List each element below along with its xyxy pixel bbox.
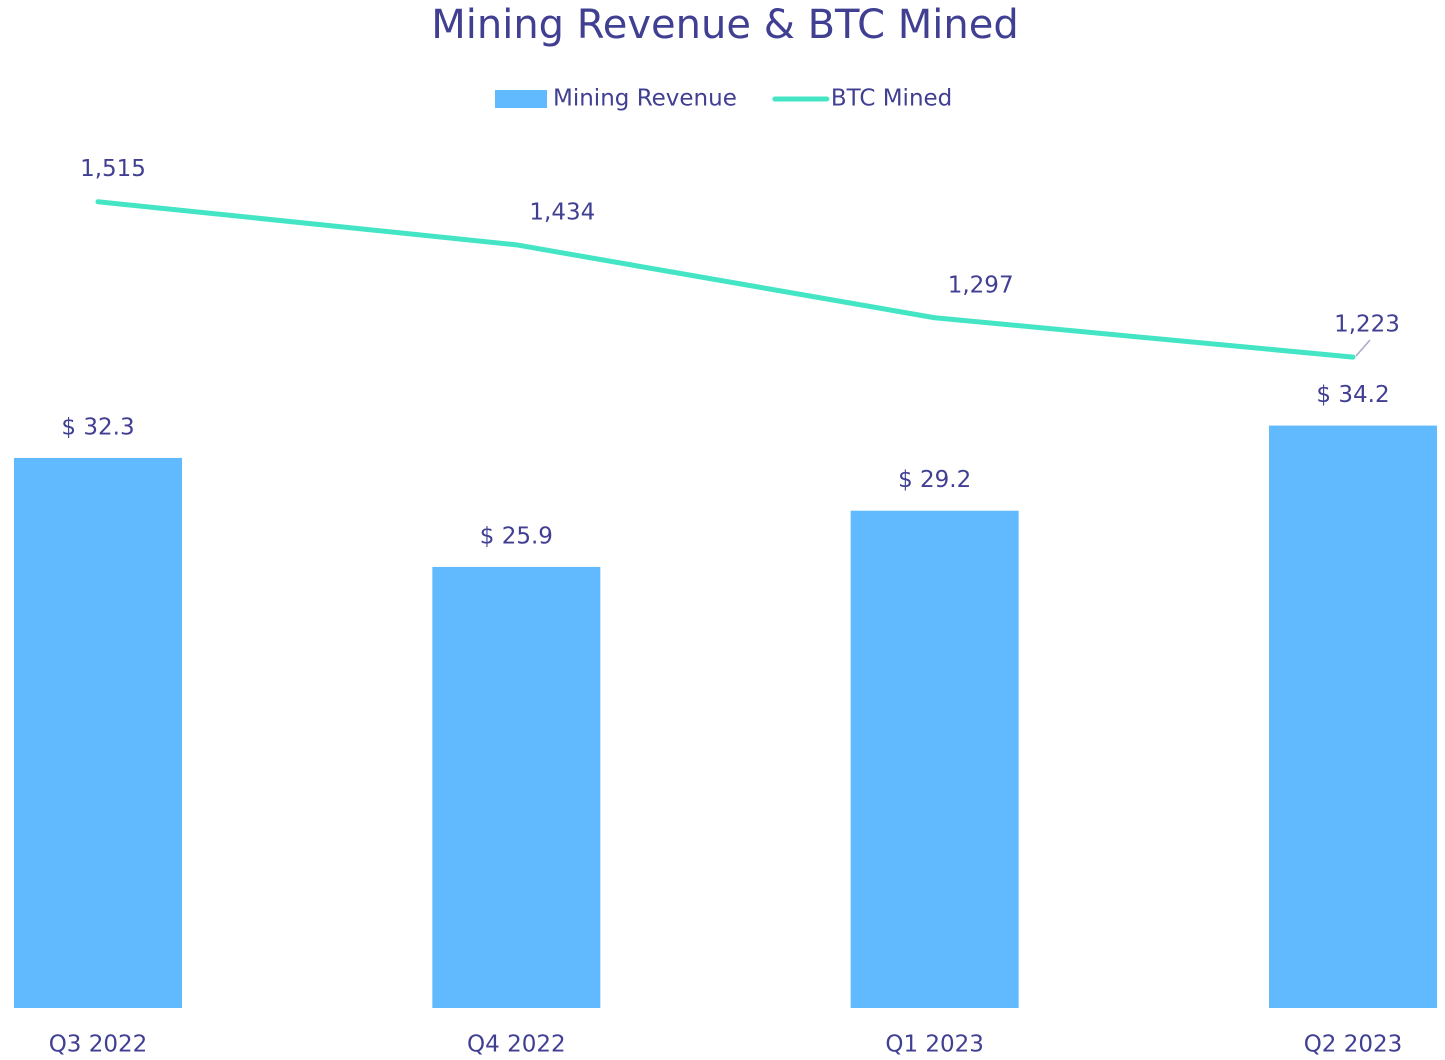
bar — [432, 566, 601, 1008]
data-label: $ 32.3 — [61, 414, 134, 440]
data-label: $ 34.2 — [1316, 382, 1389, 408]
bar — [14, 457, 182, 1008]
legend-label: BTC Mined — [831, 86, 952, 112]
data-label: $ 25.9 — [480, 523, 553, 549]
data-label: 1,223 — [1334, 312, 1400, 338]
legend-swatch — [495, 90, 547, 108]
data-label: 1,515 — [80, 156, 146, 182]
chart-title: Mining Revenue & BTC Mined — [431, 2, 1019, 48]
line — [95, 199, 1356, 360]
leader-line — [1355, 339, 1371, 357]
x-tick-label: Q1 2023 — [885, 1032, 984, 1058]
data-label: $ 29.2 — [898, 467, 971, 493]
data-label: 1,297 — [948, 272, 1014, 298]
data-label: 1,434 — [529, 199, 595, 225]
bar — [850, 510, 1019, 1008]
legend-label: Mining Revenue — [553, 86, 737, 112]
bar — [1269, 425, 1437, 1009]
x-tick-label: Q2 2023 — [1304, 1032, 1403, 1058]
x-tick-label: Q4 2022 — [467, 1032, 566, 1058]
x-tick-label: Q3 2022 — [49, 1032, 148, 1058]
